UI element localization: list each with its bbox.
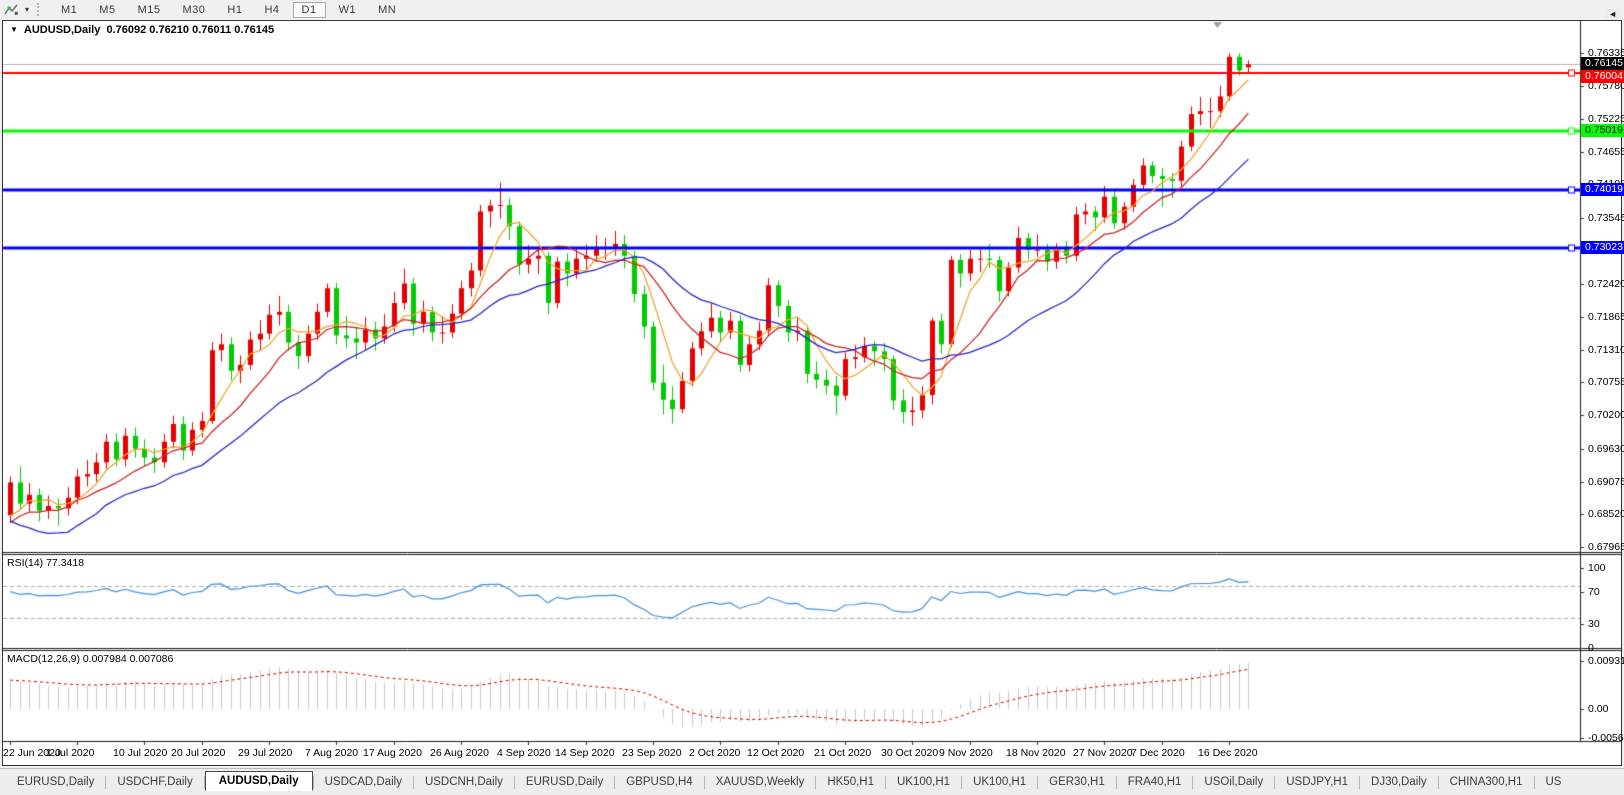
tab-uk100-h1[interactable]: UK100,H1 — [897, 776, 951, 788]
tab-eurusd-daily[interactable]: EURUSD,Daily — [17, 776, 95, 788]
date-axis-label: 30 Oct 2020 — [881, 747, 939, 759]
tab-separator — [105, 775, 107, 789]
tab-ger30-h1[interactable]: GER30,H1 — [1049, 776, 1105, 788]
tab-dj30-daily[interactable]: DJ30,Daily — [1371, 776, 1427, 788]
tab-separator — [1359, 775, 1361, 789]
tab-separator — [412, 775, 414, 789]
price-axis-tick: 0.75225 — [1588, 113, 1624, 125]
price-axis-tick: 0.70200 — [1588, 409, 1624, 421]
price-axis-tick: 0.76335 — [1588, 47, 1624, 59]
tab-separator — [203, 775, 205, 789]
tab-usdchf-daily[interactable]: USDCHF,Daily — [117, 776, 193, 788]
tab-separator — [312, 775, 314, 789]
date-axis-label: 10 Jul 2020 — [113, 747, 168, 759]
date-axis-label: 2 Oct 2020 — [689, 747, 741, 759]
date-axis-label: 1 Jul 2020 — [46, 747, 95, 759]
date-axis-label: 23 Sep 2020 — [622, 747, 682, 759]
tab-fra40-h1[interactable]: FRA40,H1 — [1127, 776, 1182, 788]
date-axis-label: 27 Nov 2020 — [1073, 747, 1133, 759]
date-axis-label: 22 Jun 2020 — [3, 747, 61, 759]
date-axis-label: 9 Nov 2020 — [939, 747, 993, 759]
collapse-triangle-icon[interactable]: ▼ — [10, 25, 18, 34]
tab-separator — [1274, 775, 1276, 789]
rsi-axis-tick: 100 — [1588, 562, 1606, 574]
macd-axis-tick: 0.009318 — [1588, 655, 1624, 667]
tab-separator — [1192, 775, 1194, 789]
rsi-axis-tick: 30 — [1588, 618, 1600, 630]
tab-audusd-daily[interactable]: AUDUSD,Daily — [204, 771, 313, 791]
chart-symbol-period: AUDUSD,Daily — [23, 24, 101, 36]
date-axis-label: 17 Aug 2020 — [363, 747, 422, 759]
tab-usdjpy-h1[interactable]: USDJPY,H1 — [1286, 776, 1349, 788]
tab-separator — [1533, 775, 1535, 789]
price-axis-tick: 0.74655 — [1588, 146, 1624, 158]
tab-gbpusd-h4[interactable]: GBPUSD,H4 — [626, 776, 693, 788]
rsi-axis-tick: 70 — [1588, 586, 1600, 598]
macd-indicator-label: MACD(12,26,9) 0.007984 0.007086 — [7, 653, 174, 665]
tab-separator — [614, 775, 616, 789]
tab-separator — [815, 775, 817, 789]
date-axis-label: 26 Aug 2020 — [430, 747, 489, 759]
tab-eurusd-daily[interactable]: EURUSD,Daily — [525, 776, 604, 788]
date-axis-label: 14 Sep 2020 — [555, 747, 615, 759]
tab-uk100-h1[interactable]: UK100,H1 — [973, 776, 1027, 788]
tab-hk50-h1[interactable]: HK50,H1 — [827, 776, 874, 788]
symbol-tab-bar: EURUSD,Daily USDCHF,Daily AUDUSD,Daily USDC… — [0, 768, 1624, 795]
tab-xauusd-weekly[interactable]: XAUUSD,Weekly — [715, 776, 805, 788]
date-axis-label: 20 Jul 2020 — [171, 747, 226, 759]
tab-separator — [961, 775, 963, 789]
rsi-indicator-label: RSI(14) 77.3418 — [7, 557, 85, 569]
tab-scroll-left-icon[interactable]: ◄ — [1605, 9, 1620, 19]
rsi-axis-tick: 0 — [1588, 642, 1594, 654]
tab-usoil-daily[interactable]: USOil,Daily — [1204, 776, 1264, 788]
hline-price-label[interactable]: 0.74019 — [1581, 183, 1624, 196]
current-price-label: 0.76145 — [1581, 57, 1624, 70]
tab-separator — [703, 775, 705, 789]
tab-usdcnh-daily[interactable]: USDCNH,Daily — [424, 776, 503, 788]
date-axis-label: 29 Jul 2020 — [238, 747, 293, 759]
date-axis-label: 21 Oct 2020 — [814, 747, 872, 759]
tab-separator — [1115, 775, 1117, 789]
price-axis-tick: 0.75780 — [1588, 80, 1624, 92]
date-axis-label: 16 Dec 2020 — [1198, 747, 1258, 759]
price-axis-tick: 0.70755 — [1588, 376, 1624, 388]
price-axis-tick: 0.73545 — [1588, 212, 1624, 224]
tab-separator — [885, 775, 886, 789]
price-axis-tick: 0.69075 — [1588, 476, 1624, 488]
price-axis-tick: 0.71310 — [1588, 344, 1624, 356]
date-axis-label: 7 Dec 2020 — [1131, 747, 1185, 759]
macd-axis-tick: -0.005674 — [1588, 732, 1624, 744]
date-axis-label: 4 Sep 2020 — [497, 747, 551, 759]
price-axis-tick: 0.68520 — [1588, 508, 1624, 520]
price-axis-tick: 0.67965 — [1588, 541, 1624, 553]
price-axis-tick: 0.72420 — [1588, 278, 1624, 290]
tab-us[interactable]: US — [1545, 776, 1562, 788]
price-axis-tick: 0.71865 — [1588, 311, 1624, 323]
date-axis-label: 7 Aug 2020 — [305, 747, 359, 759]
tab-usdcad-daily[interactable]: USDCAD,Daily — [324, 776, 402, 788]
date-axis-label: 12 Oct 2020 — [747, 747, 805, 759]
macd-axis-tick: 0.00 — [1588, 703, 1609, 715]
chart-title: ▼ AUDUSD,Daily 0.76092 0.76210 0.76011 0.… — [10, 24, 274, 36]
tab-china300-h1[interactable]: CHINA300,H1 — [1449, 776, 1523, 788]
hline-price-label[interactable]: 0.76004 — [1581, 70, 1624, 83]
tab-separator — [513, 775, 515, 789]
price-axis-tick: 0.69630 — [1588, 443, 1624, 455]
tab-separator — [1037, 775, 1039, 789]
tab-separator — [1437, 775, 1439, 789]
chart-ohlc-values: 0.76092 0.76210 0.76011 0.76145 — [106, 24, 275, 36]
hline-price-label[interactable]: 0.73023 — [1581, 241, 1624, 254]
hline-price-label[interactable]: 0.75019 — [1581, 124, 1624, 137]
date-axis-label: 18 Nov 2020 — [1006, 747, 1066, 759]
